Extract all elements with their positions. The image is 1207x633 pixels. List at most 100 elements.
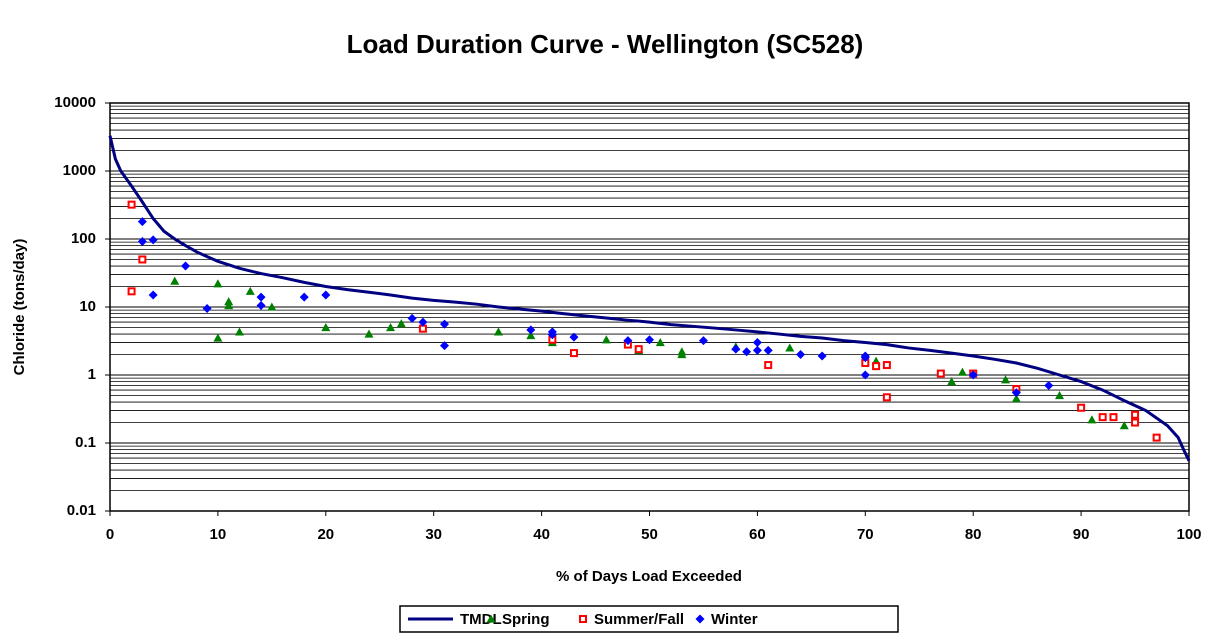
legend-swatch xyxy=(695,614,705,624)
diamond-marker xyxy=(752,345,762,355)
x-tick-label: 70 xyxy=(857,526,874,543)
square-marker xyxy=(1098,413,1107,422)
y-tick-label: 100 xyxy=(71,230,96,247)
diamond-marker xyxy=(860,353,870,363)
legend-swatch xyxy=(579,615,587,623)
square-marker xyxy=(872,362,881,371)
diamond-marker xyxy=(698,336,708,346)
square-marker xyxy=(569,349,578,358)
y-tick-label: 0.1 xyxy=(75,434,96,451)
square-marker xyxy=(936,369,945,378)
square-marker xyxy=(127,200,136,209)
diamond-marker xyxy=(569,332,579,342)
x-tick-label: 60 xyxy=(749,526,766,543)
triangle-marker xyxy=(1011,394,1021,403)
triangle-marker xyxy=(1119,421,1129,430)
triangle-marker xyxy=(947,377,957,386)
triangle-marker xyxy=(321,322,331,332)
diamond-marker xyxy=(321,290,331,300)
diamond-marker xyxy=(526,325,536,335)
diamond-marker xyxy=(742,347,752,357)
legend-label: Summer/Fall xyxy=(594,611,684,628)
triangle-marker xyxy=(655,338,665,347)
square-marker xyxy=(882,361,891,370)
square-marker xyxy=(138,255,147,264)
triangle-marker xyxy=(396,319,406,328)
triangle-marker xyxy=(245,286,255,295)
x-axis-label: % of Days Load Exceeded xyxy=(556,568,742,585)
tmdl-line xyxy=(108,135,1191,462)
diamond-marker xyxy=(860,370,870,380)
chart-title: Load Duration Curve - Wellington (SC528) xyxy=(347,29,864,59)
y-tick-label: 1 xyxy=(88,366,96,383)
x-tick-label: 80 xyxy=(965,526,982,543)
triangle-marker xyxy=(785,343,795,352)
triangle-marker xyxy=(526,331,536,340)
diamond-marker xyxy=(796,350,806,360)
diamond-marker xyxy=(256,301,266,311)
triangle-marker xyxy=(213,279,223,288)
square-marker xyxy=(1131,410,1140,419)
diamond-marker xyxy=(1011,388,1021,398)
diamond-marker xyxy=(256,292,266,302)
legend-box xyxy=(399,605,899,633)
diamond-marker xyxy=(1044,381,1054,391)
square-marker xyxy=(634,345,643,354)
diamond-marker xyxy=(137,217,147,227)
triangle-marker xyxy=(386,322,396,332)
diamond-marker xyxy=(202,304,212,314)
legend-label: Winter xyxy=(711,611,758,628)
triangle-marker xyxy=(1087,415,1097,424)
plot-border xyxy=(109,102,1190,512)
y-tick-label: 10000 xyxy=(54,94,96,111)
x-tick-label: 0 xyxy=(106,526,114,543)
triangle-marker xyxy=(601,335,611,344)
triangle-marker xyxy=(1055,390,1065,400)
x-tick-label: 90 xyxy=(1073,526,1090,543)
triangle-marker xyxy=(364,329,374,338)
y-tick-label: 1000 xyxy=(63,162,96,179)
y-tick-label: 10 xyxy=(79,298,96,315)
diamond-marker xyxy=(299,292,309,302)
diamond-marker xyxy=(645,335,654,345)
x-tick-label: 20 xyxy=(317,526,334,543)
y-tick-label: 0.01 xyxy=(67,502,96,519)
diamond-marker xyxy=(148,235,158,245)
triangle-marker xyxy=(170,276,180,285)
diamond-marker xyxy=(439,319,449,329)
diamond-marker xyxy=(752,338,762,348)
triangle-marker xyxy=(493,327,503,336)
square-marker xyxy=(127,287,136,296)
x-tick-label: 50 xyxy=(641,526,658,543)
diamond-marker xyxy=(439,341,449,351)
triangle-marker xyxy=(234,327,244,336)
diamond-marker xyxy=(407,313,417,323)
diamond-marker xyxy=(547,330,557,340)
square-marker xyxy=(1152,433,1161,442)
diamond-marker xyxy=(148,290,158,300)
triangle-marker xyxy=(957,367,967,376)
diamond-marker xyxy=(731,344,741,354)
diamond-marker xyxy=(817,351,827,361)
triangle-marker xyxy=(213,333,223,342)
diamond-marker xyxy=(137,236,147,246)
x-tick-label: 10 xyxy=(210,526,227,543)
square-marker xyxy=(764,361,773,370)
triangle-marker xyxy=(1001,375,1011,384)
diamond-marker xyxy=(763,345,773,355)
x-tick-label: 30 xyxy=(425,526,442,543)
square-marker xyxy=(1109,413,1118,422)
square-marker xyxy=(1131,418,1140,427)
triangle-marker xyxy=(224,301,234,310)
diamond-marker xyxy=(968,370,978,380)
triangle-marker xyxy=(267,302,277,311)
diamond-marker xyxy=(623,336,633,346)
diamond-marker xyxy=(181,261,191,271)
diamond-marker xyxy=(418,317,428,327)
legend-label: TMDL xyxy=(460,611,502,628)
square-marker xyxy=(1077,403,1086,412)
legend-swatch xyxy=(486,614,496,623)
triangle-marker xyxy=(677,350,687,359)
y-axis-label: Chloride (tons/day) xyxy=(11,239,28,376)
